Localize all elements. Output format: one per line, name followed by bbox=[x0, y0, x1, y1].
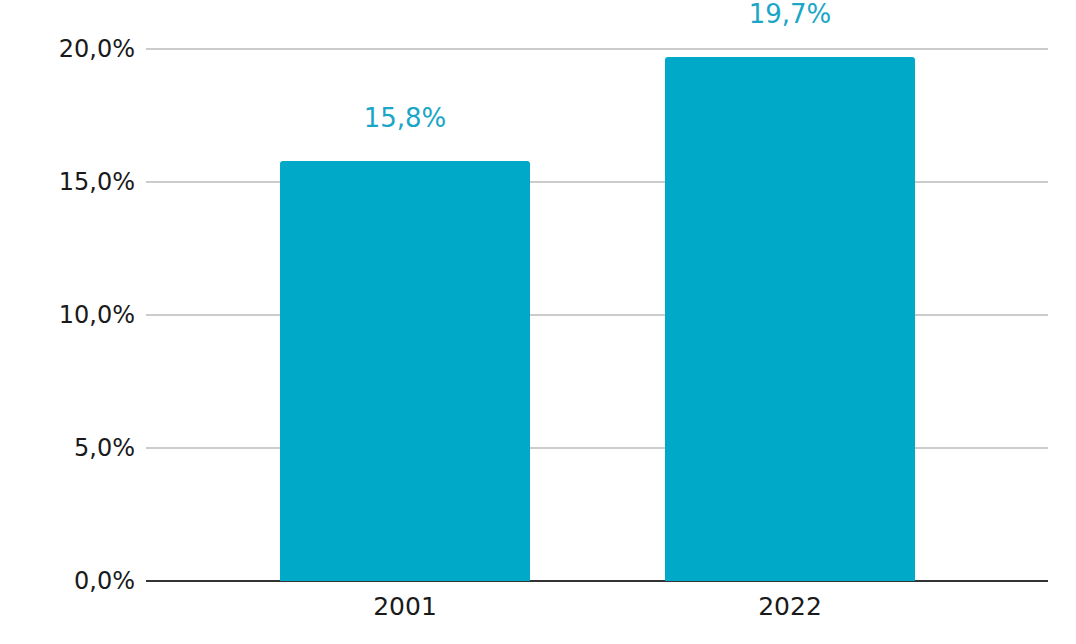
gridline bbox=[146, 48, 1048, 50]
bar-value-label: 15,8% bbox=[305, 103, 505, 134]
bar-value-label: 19,7% bbox=[690, 0, 890, 30]
x-axis-category-label: 2001 bbox=[305, 594, 505, 620]
y-axis-tick-label: 5,0% bbox=[0, 434, 135, 462]
y-axis-tick-label: 10,0% bbox=[0, 301, 135, 329]
bar-2022 bbox=[665, 57, 915, 581]
y-axis-tick-label: 20,0% bbox=[0, 35, 135, 63]
y-axis-tick-label: 15,0% bbox=[0, 168, 135, 196]
bar-2001 bbox=[280, 161, 530, 581]
bar-chart: 0,0% 5,0% 10,0% 15,0% 20,0% 15,8% 2001 19,7% 202… bbox=[0, 0, 1076, 644]
y-axis-tick-label: 0,0% bbox=[0, 567, 135, 595]
x-axis-category-label: 2022 bbox=[690, 594, 890, 620]
